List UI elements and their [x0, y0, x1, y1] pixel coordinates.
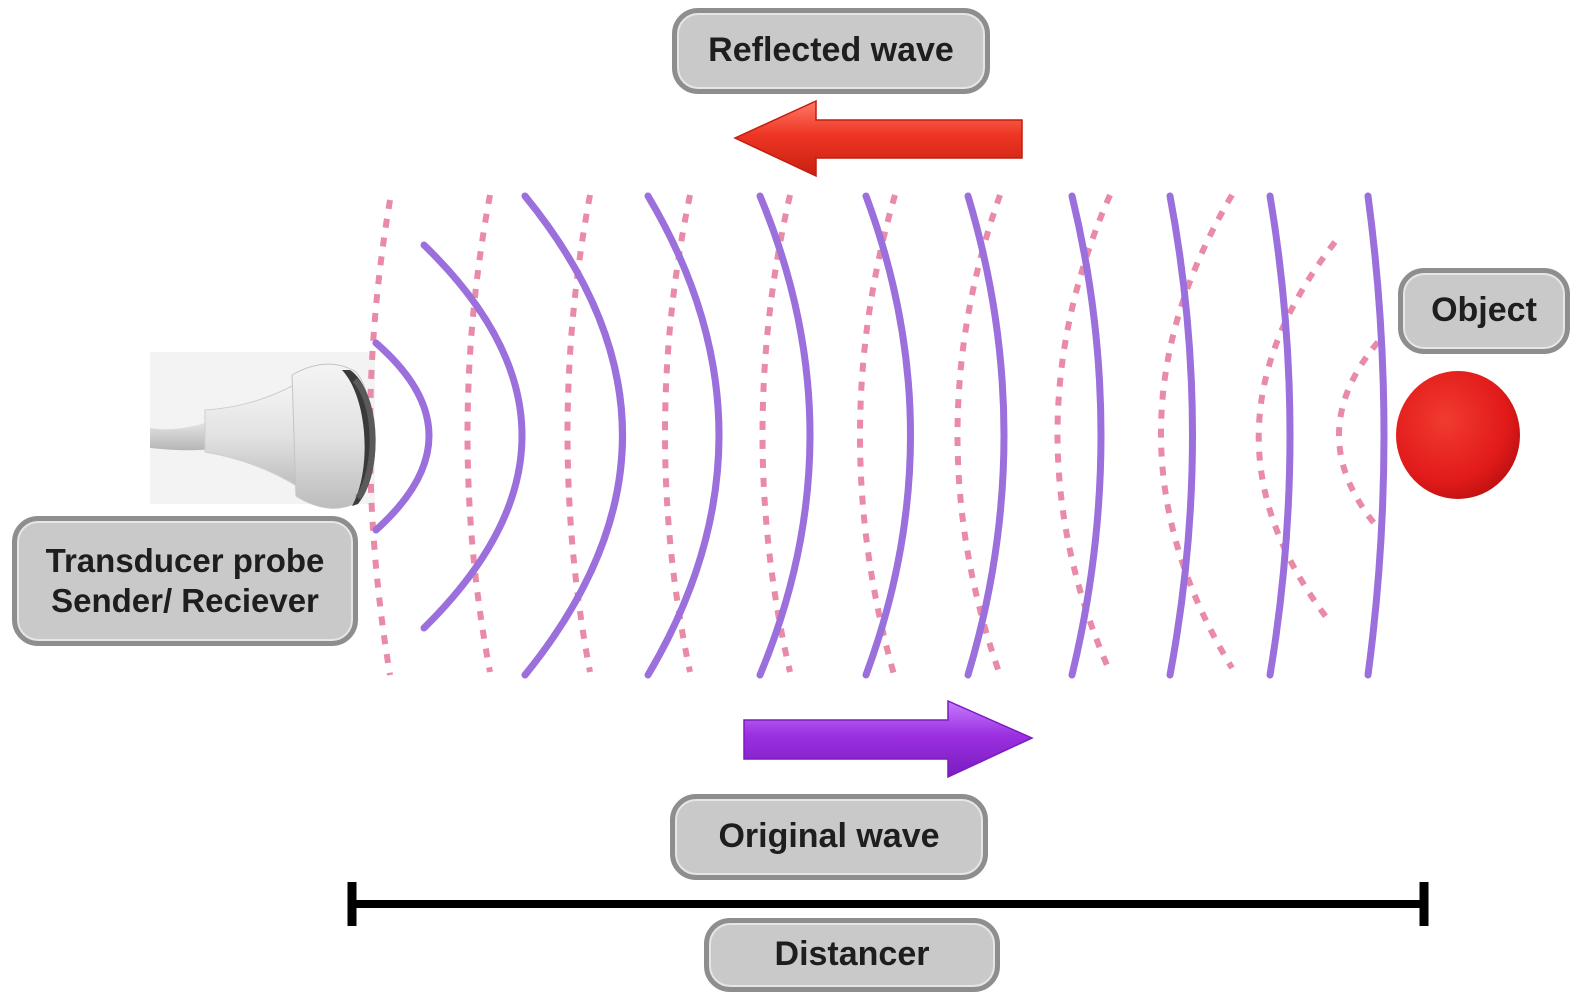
object-label: Object	[1398, 268, 1570, 354]
original-wave-arc	[1166, 192, 1196, 679]
distance-text: Distancer	[774, 935, 930, 974]
probe-label-line1: Transducer probe	[45, 541, 325, 579]
probe-face-edge	[352, 377, 376, 500]
transducer-probe-icon	[150, 363, 376, 509]
probe-cable	[150, 420, 218, 451]
original-wave-arc	[1364, 192, 1388, 679]
distance-bar	[347, 882, 1429, 926]
reflected-wave-arrow	[733, 99, 1023, 178]
original-wave-arc	[1068, 192, 1105, 679]
reflected-wave-text: Reflected wave	[708, 31, 954, 70]
object-text: Object	[1431, 291, 1537, 330]
original-wave-arc	[521, 192, 626, 679]
original-wave-text: Original wave	[718, 817, 940, 856]
original-wave-label: Original wave	[670, 794, 988, 880]
reflected-wave-arc	[1336, 340, 1381, 530]
reflected-wave-arc	[1255, 240, 1338, 624]
object-sphere-icon	[1396, 371, 1520, 499]
reflected-wave-arc	[367, 199, 393, 676]
original-wave-arc	[862, 192, 914, 679]
reflected-wave-label: Reflected wave	[672, 8, 990, 94]
original-wave-arrow	[743, 699, 1034, 779]
original-wave-arc	[372, 339, 433, 534]
original-waves	[372, 192, 1388, 679]
original-wave-arc	[756, 192, 814, 679]
original-wave-arc	[644, 192, 723, 679]
distance-label: Distancer	[704, 918, 1000, 992]
original-wave-arc	[420, 241, 526, 632]
original-wave-arc	[964, 192, 1008, 679]
reflected-wave-arc	[464, 194, 493, 673]
transducer-probe-label: Transducer probe Sender/ Reciever	[12, 516, 358, 646]
reflected-wave-arc	[857, 194, 898, 679]
reflected-wave-arc	[954, 193, 1003, 677]
probe-label-line2: Sender/ Reciever	[51, 582, 319, 619]
reflected-wave-arc	[1158, 193, 1235, 670]
original-wave-arc	[1266, 192, 1294, 679]
